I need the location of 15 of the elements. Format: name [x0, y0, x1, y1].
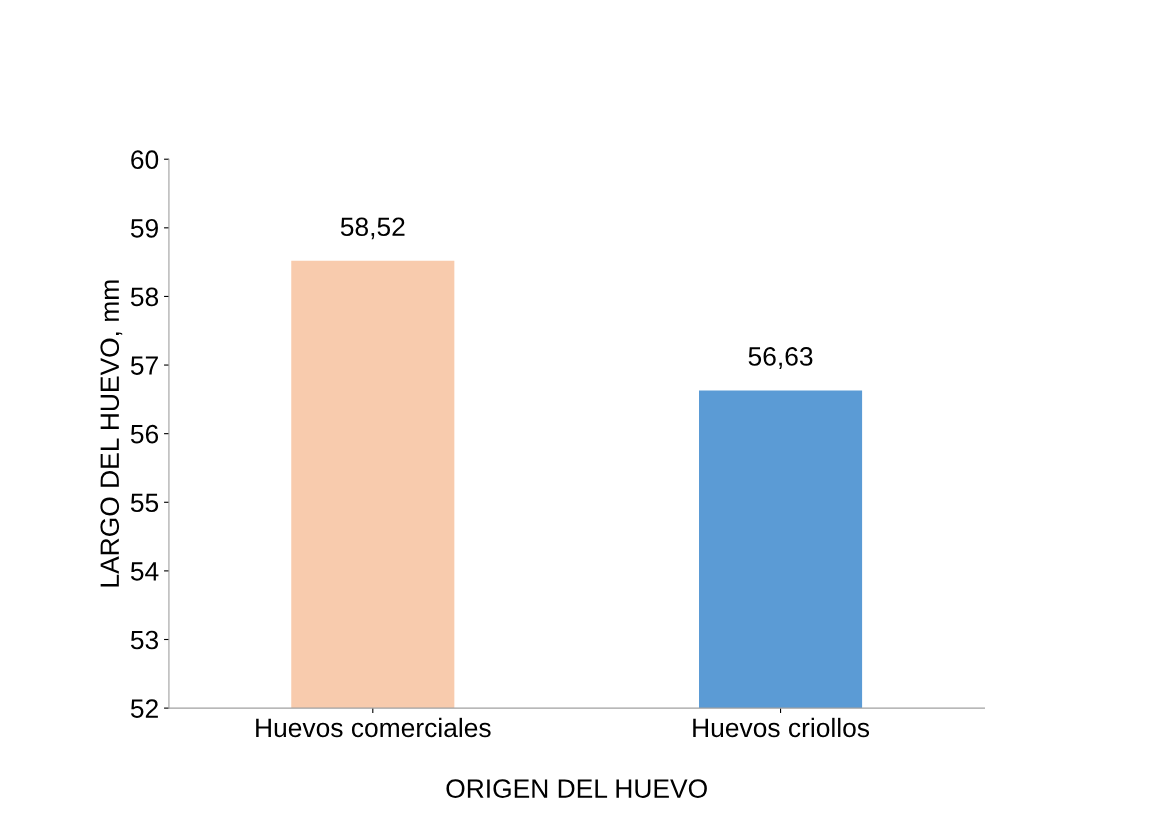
- y-axis-title: LARGO DEL HUEVO, mm: [100, 280, 123, 587]
- y-tick-label: 54: [130, 562, 159, 581]
- data-label: 58,52: [340, 217, 405, 240]
- y-tick-label: 53: [130, 630, 159, 650]
- y-tick-label: 52: [130, 699, 158, 718]
- y-tick-label: 60: [131, 150, 159, 170]
- y-tick-label: 56: [130, 424, 159, 444]
- x-tick-label: Huevos comerciales: [256, 717, 491, 738]
- y-tick-label: 59: [130, 218, 158, 238]
- x-tick-label: Huevos criollos: [693, 717, 870, 738]
- y-tick-label: 58: [130, 287, 159, 307]
- data-label: 56,63: [748, 347, 813, 369]
- y-tick-label: 57: [130, 356, 158, 375]
- x-axis-title: ORIGEN DEL HUEVO: [446, 779, 707, 798]
- y-tick-label: 55: [130, 493, 159, 513]
